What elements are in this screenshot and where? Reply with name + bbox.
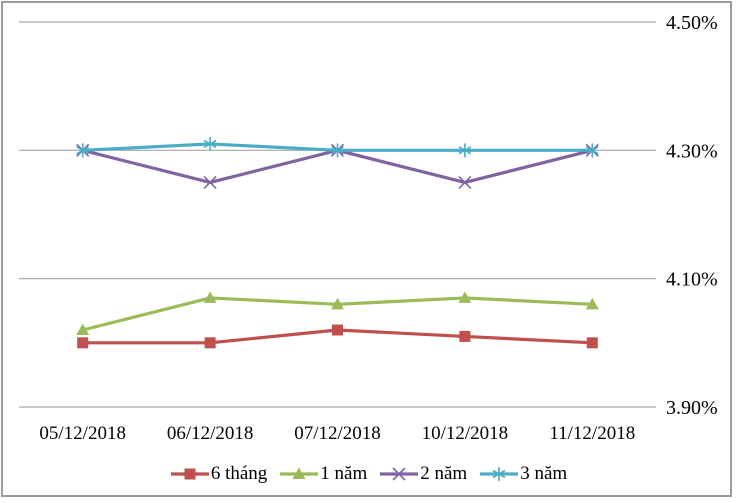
legend-label: 1 năm (320, 463, 368, 484)
marker-asterisk (585, 143, 599, 158)
legend-asterisk-icon (480, 467, 519, 481)
marker-square (184, 468, 196, 480)
marker-triangle (292, 467, 306, 479)
y-tick-label: 4.10% (666, 269, 718, 291)
legend-label: 6 tháng (210, 463, 268, 484)
x-tick-label: 06/12/2018 (167, 423, 254, 444)
marker-triangle (585, 297, 599, 310)
marker-x (458, 175, 472, 189)
marker-square (459, 330, 471, 342)
marker-triangle (331, 297, 344, 310)
marker-triangle (203, 291, 217, 303)
marker-asterisk (76, 143, 90, 158)
marker-square (77, 337, 89, 349)
legend-x-icon (380, 467, 419, 481)
marker-asterisk (331, 143, 344, 158)
y-tick-label: 3.90% (666, 397, 718, 419)
y-tick-label: 4.50% (666, 12, 718, 34)
marker-x (392, 467, 406, 481)
marker-triangle (458, 291, 472, 303)
legend: 6 tháng 1 năm 2 năm 3 năm (0, 463, 738, 485)
y-tick-label: 4.30% (666, 140, 718, 162)
marker-square (332, 324, 343, 336)
legend-item-2-nam: 2 năm (380, 463, 467, 485)
marker-square (204, 337, 216, 349)
legend-item-6-thang: 6 tháng (170, 463, 268, 485)
legend-square-icon (170, 468, 209, 480)
legend-label: 2 năm (420, 463, 468, 484)
marker-triangle (76, 323, 90, 335)
marker-square (586, 337, 598, 349)
x-tick-label: 05/12/2018 (39, 423, 126, 444)
legend-item-3-nam: 3 năm (480, 463, 567, 485)
marker-asterisk (458, 143, 472, 158)
legend-item-1-nam: 1 năm (280, 463, 367, 485)
x-tick-label: 11/12/2018 (549, 423, 635, 444)
marker-asterisk (203, 136, 217, 151)
marker-asterisk (492, 467, 506, 481)
marker-x (203, 175, 217, 189)
x-tick-label: 10/12/2018 (422, 423, 509, 444)
legend-label: 3 năm (520, 463, 568, 484)
x-tick-label: 07/12/2018 (294, 423, 381, 444)
legend-triangle-icon (280, 467, 319, 479)
